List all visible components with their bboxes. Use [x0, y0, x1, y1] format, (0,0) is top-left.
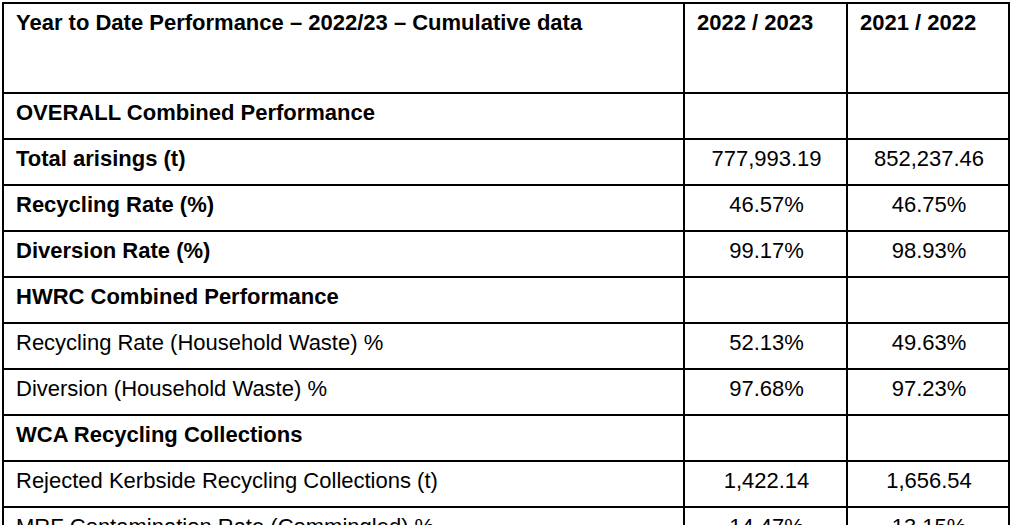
value-2021-2022: 852,237.46 [847, 139, 1009, 185]
value-2022-2023: 99.17% [684, 231, 847, 277]
table-row: Diversion (Household Waste) %97.68%97.23… [3, 369, 1009, 415]
section-label: HWRC Combined Performance [3, 277, 684, 323]
value-2021-2022: 13.15% [847, 507, 1009, 525]
section-label: WCA Recycling Collections [3, 415, 684, 461]
row-label: Recycling Rate (Household Waste) % [3, 323, 684, 369]
table-title: Year to Date Performance – 2022/23 – Cum… [3, 3, 684, 93]
column-header-2021-2022: 2021 / 2022 [847, 3, 1009, 93]
value-2022-2023: 46.57% [684, 185, 847, 231]
value-2021-2022 [847, 277, 1009, 323]
row-label: Rejected Kerbside Recycling Collections … [3, 461, 684, 507]
section-label: OVERALL Combined Performance [3, 93, 684, 139]
value-2021-2022: 97.23% [847, 369, 1009, 415]
row-label: Recycling Rate (%) [3, 185, 684, 231]
value-2022-2023: 777,993.19 [684, 139, 847, 185]
value-2022-2023 [684, 93, 847, 139]
table-body: OVERALL Combined PerformanceTotal arisin… [3, 93, 1009, 525]
table-row: MRF Contamination Rate (Commingled) %14.… [3, 507, 1009, 525]
row-label: Diversion Rate (%) [3, 231, 684, 277]
table-row: Total arisings (t)777,993.19852,237.46 [3, 139, 1009, 185]
value-2021-2022: 46.75% [847, 185, 1009, 231]
value-2022-2023: 52.13% [684, 323, 847, 369]
table-header: Year to Date Performance – 2022/23 – Cum… [3, 3, 1009, 93]
row-label: Diversion (Household Waste) % [3, 369, 684, 415]
value-2021-2022 [847, 93, 1009, 139]
row-label: MRF Contamination Rate (Commingled) % [3, 507, 684, 525]
value-2021-2022: 98.93% [847, 231, 1009, 277]
performance-table: Year to Date Performance – 2022/23 – Cum… [2, 2, 1010, 525]
header-row: Year to Date Performance – 2022/23 – Cum… [3, 3, 1009, 93]
section-row: OVERALL Combined Performance [3, 93, 1009, 139]
value-2022-2023: 97.68% [684, 369, 847, 415]
table-row: Rejected Kerbside Recycling Collections … [3, 461, 1009, 507]
table-row: Recycling Rate (%)46.57%46.75% [3, 185, 1009, 231]
column-header-2022-2023: 2022 / 2023 [684, 3, 847, 93]
value-2021-2022: 49.63% [847, 323, 1009, 369]
row-label: Total arisings (t) [3, 139, 684, 185]
value-2022-2023 [684, 415, 847, 461]
section-row: HWRC Combined Performance [3, 277, 1009, 323]
value-2021-2022: 1,656.54 [847, 461, 1009, 507]
table-row: Recycling Rate (Household Waste) %52.13%… [3, 323, 1009, 369]
value-2022-2023 [684, 277, 847, 323]
table-row: Diversion Rate (%)99.17%98.93% [3, 231, 1009, 277]
section-row: WCA Recycling Collections [3, 415, 1009, 461]
value-2022-2023: 14.47% [684, 507, 847, 525]
value-2022-2023: 1,422.14 [684, 461, 847, 507]
value-2021-2022 [847, 415, 1009, 461]
